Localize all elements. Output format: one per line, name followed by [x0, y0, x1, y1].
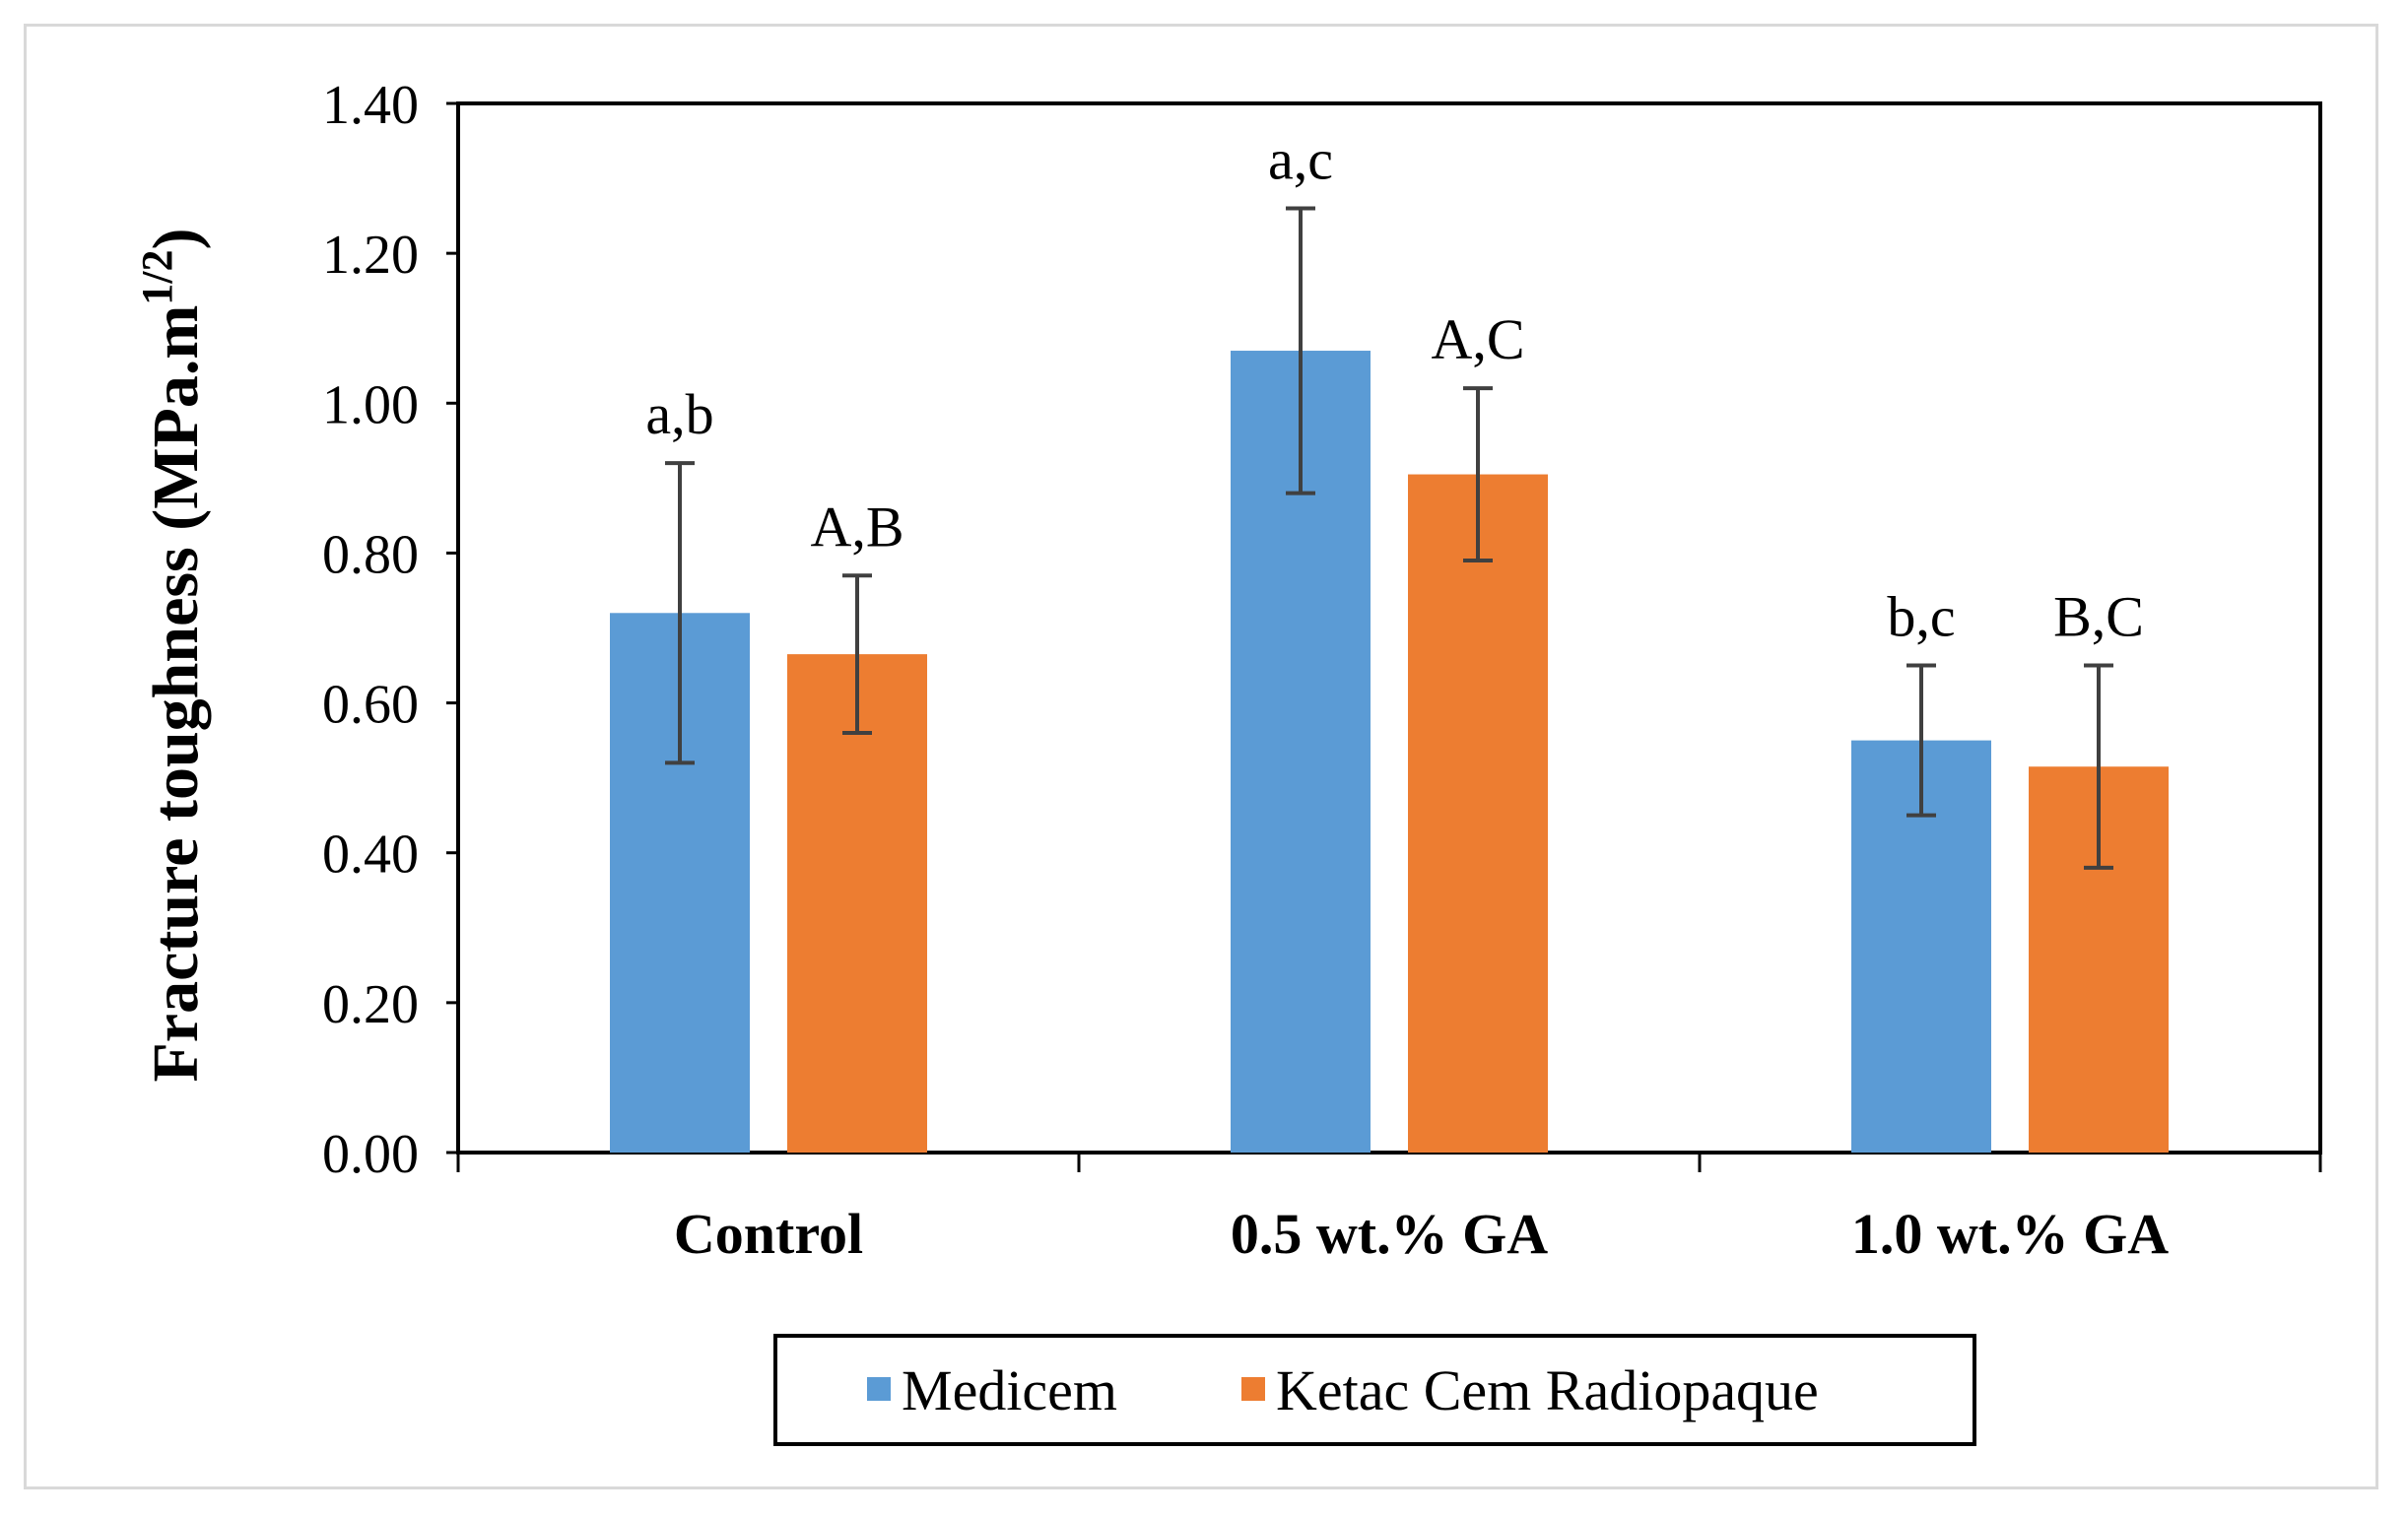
- y-axis-title-superscript: 1/2: [133, 249, 181, 304]
- plot-area: [456, 101, 2322, 1155]
- y-tick-label: 1.00: [322, 374, 419, 435]
- bars-layer: [610, 351, 2169, 1153]
- significance-label: A,C: [1431, 307, 1524, 371]
- legend-box: [773, 1334, 1976, 1446]
- x-category-label: Control: [674, 1202, 863, 1266]
- x-category-label: 0.5 wt.% GA: [1231, 1202, 1548, 1266]
- legend-label-medicem: Medicem: [902, 1358, 1117, 1422]
- significance-label: B,C: [2053, 585, 2144, 649]
- significance-label: a,b: [645, 382, 713, 446]
- significance-label: a,c: [1268, 128, 1333, 192]
- significance-label: A,B: [810, 495, 903, 559]
- significance-label: b,c: [1887, 585, 1955, 649]
- y-axis: 0.00 0.20 0.40 0.60 0.80 1.00 1.20 1.40: [322, 75, 458, 1185]
- y-tick-label: 0.40: [322, 825, 419, 886]
- legend-swatch-medicem: [867, 1377, 891, 1401]
- bar: [787, 654, 927, 1153]
- error-bars-layer: [665, 206, 2113, 870]
- legend-label-ketac-cem-radiopaque: Ketac Cem Radiopaque: [1276, 1358, 1819, 1422]
- y-tick-label: 0.20: [322, 974, 419, 1035]
- y-tick-label: 0.80: [322, 524, 419, 585]
- x-axis: Control 0.5 wt.% GA 1.0 wt.% GA: [456, 1153, 2322, 1266]
- y-tick-label: 0.60: [322, 675, 419, 736]
- legend-swatch-ketac-cem-radiopaque: [1241, 1377, 1265, 1401]
- y-axis-title: Fracture toughness (MPa.m1/2): [133, 228, 212, 1082]
- y-tick-label: 1.40: [322, 75, 419, 136]
- bar: [1408, 474, 1548, 1153]
- y-tick-label: 1.20: [322, 225, 419, 286]
- y-tick-label: 0.00: [322, 1124, 419, 1185]
- x-category-label: 1.0 wt.% GA: [1851, 1202, 2169, 1266]
- legend: Medicem Ketac Cem Radiopaque: [773, 1334, 1976, 1446]
- annotations-layer: a,b a,c b,c A,B A,C B,C: [645, 128, 2144, 649]
